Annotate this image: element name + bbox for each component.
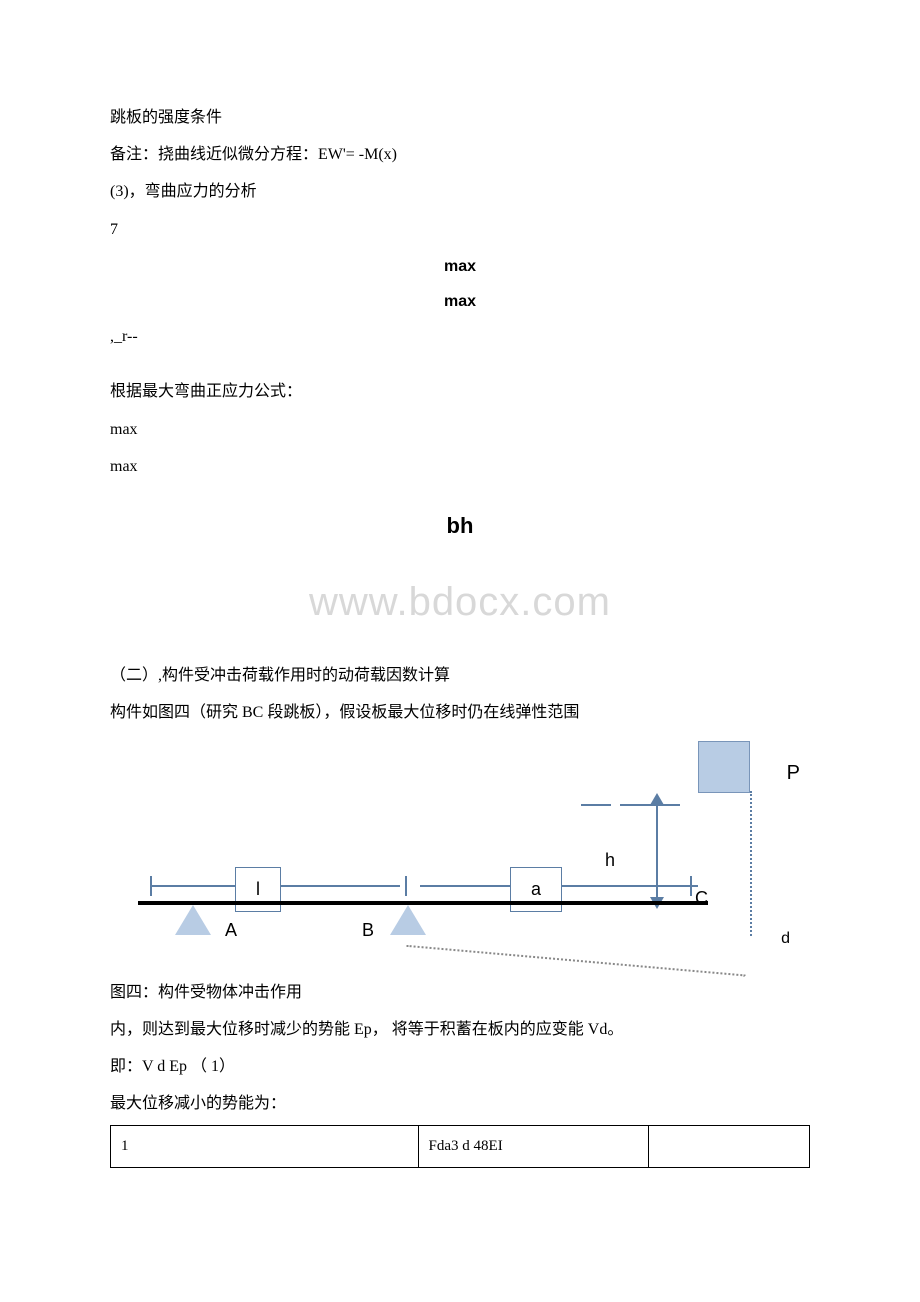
- text-line: 备注：挠曲线近似微分方程：EW'= -M(x): [110, 137, 810, 172]
- text-line: 7: [110, 212, 810, 247]
- dimension-label-l: l: [235, 867, 281, 913]
- table-cell: Fda3 d 48EI: [418, 1126, 649, 1168]
- text-line: 跳板的强度条件: [110, 100, 810, 135]
- dimension-label-a: a: [510, 867, 562, 913]
- text-line: 即：V d Ep （ 1）: [110, 1049, 810, 1084]
- point-label-c: C: [695, 879, 708, 919]
- formula-bh: bh: [110, 502, 810, 550]
- figure-caption: 图四：构件受物体冲击作用: [110, 975, 810, 1010]
- table-cell: [649, 1126, 810, 1168]
- load-label-p: P: [787, 751, 800, 795]
- dotted-vertical-line: [750, 791, 752, 936]
- text-line: 构件如图四（研究 BC 段跳板），假设板最大位移时仍在线弹性范围: [110, 695, 810, 730]
- watermark-text: www.bdocx.com: [110, 558, 810, 646]
- formula-table: 1 Fda3 d 48EI: [110, 1125, 810, 1168]
- text-line: 内，则达到最大位移时减少的势能 Ep， 将等于积蓄在板内的应变能 Vd。: [110, 1012, 810, 1047]
- arrow-up-icon: [650, 793, 664, 805]
- text-line: max: [110, 412, 810, 447]
- height-label: h: [605, 841, 615, 881]
- formula-max: max: [110, 249, 810, 284]
- text-line: （二）,构件受冲击荷载作用时的动荷载因数计算: [110, 658, 810, 693]
- load-block-icon: [698, 741, 750, 793]
- text-line: ,_r--: [110, 319, 810, 354]
- text-line: (3)，弯曲应力的分析: [110, 174, 810, 209]
- dim-tick: [405, 876, 407, 896]
- text-line: 最大位移减小的势能为：: [110, 1086, 810, 1121]
- point-label-b: B: [362, 911, 374, 951]
- text-line: 根据最大弯曲正应力公式：: [110, 374, 810, 409]
- table-cell: 1: [111, 1126, 419, 1168]
- text-line: max: [110, 449, 810, 484]
- table-row: 1 Fda3 d 48EI: [111, 1126, 810, 1168]
- deflection-label-d: d: [781, 921, 790, 956]
- formula-max: max: [110, 284, 810, 319]
- support-a-icon: [175, 905, 211, 935]
- point-label-a: A: [225, 911, 237, 951]
- top-bar: [581, 804, 611, 806]
- beam-diagram: P h l a C A B d: [110, 741, 810, 971]
